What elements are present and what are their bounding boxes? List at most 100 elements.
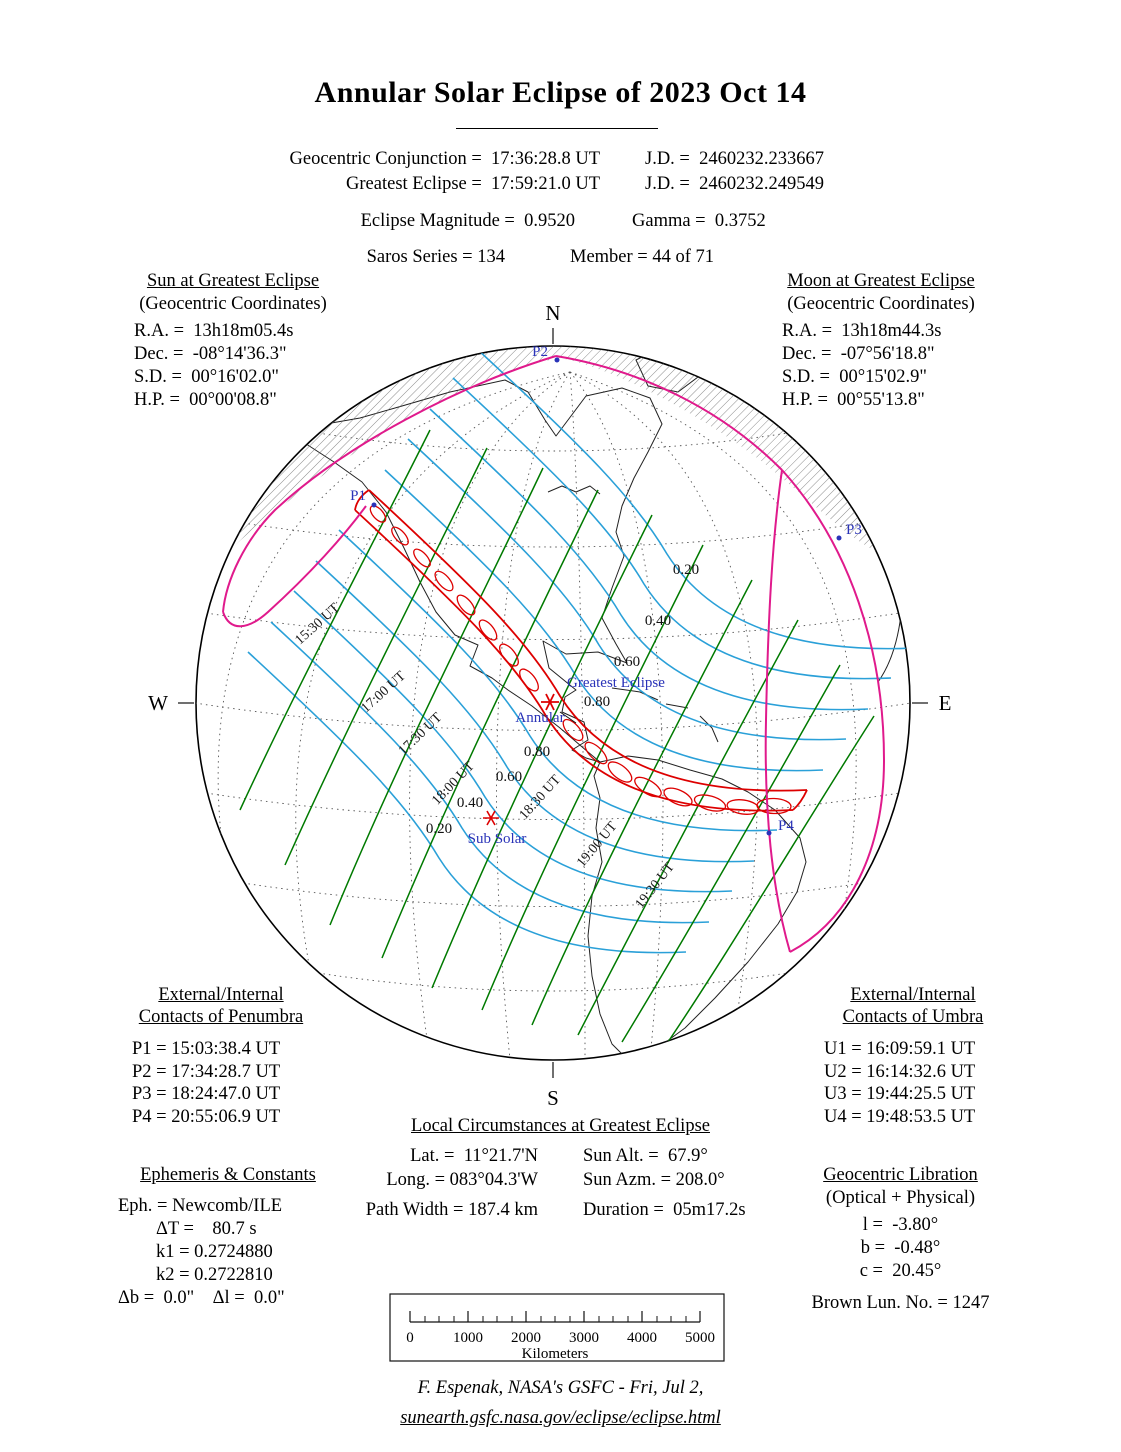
p4-label: P4 — [778, 818, 794, 834]
umbra-contacts-title1: External/Internal — [850, 985, 976, 1005]
scale-tick-5000: 5000 — [685, 1330, 715, 1346]
libration-c: c = 20.45° — [859, 1261, 942, 1281]
u4-contact: U4 = 19:48:53.5 UT — [824, 1106, 976, 1127]
brown-lunation-number: Brown Lun. No. = 1247 — [811, 1293, 990, 1313]
p2-contact: P2 = 17:34:28.7 UT — [132, 1061, 281, 1082]
eclipse-magnitude: Eclipse Magnitude = 0.9520 — [360, 211, 575, 231]
duration-value: Duration = 05m17.2s — [583, 1200, 746, 1220]
sun-hp: H.P. = 00°00'08.8" — [134, 390, 277, 410]
p3-contact: P3 = 18:24:47.0 UT — [132, 1084, 281, 1104]
p2-label: P2 — [532, 344, 548, 360]
moon-dec: Dec. = -07°56'18.8" — [782, 344, 935, 364]
sub-solar-label: Sub Solar — [468, 831, 527, 847]
mag-ne-040: 0.40 — [645, 613, 671, 629]
p3-dot — [836, 535, 842, 541]
p1-contact: P1 = 15:03:38.4 UT — [132, 1039, 281, 1059]
ephemeris-k1: k1 = 0.2724880 — [156, 1242, 273, 1262]
hispaniola — [665, 703, 689, 709]
cuba — [611, 687, 659, 701]
title-rule — [456, 128, 658, 129]
ut-time-lines — [239, 429, 875, 1043]
header-row-saros: Saros Series = 134 Member = 44 of 71 — [0, 247, 1121, 268]
p2-dot — [554, 357, 560, 363]
ephemeris-block: Ephemeris & Constants Eph. = Newcomb/ILE… — [118, 1164, 338, 1310]
penumbra-contacts-title1: External/Internal — [158, 985, 284, 1005]
great-lakes — [547, 485, 601, 495]
mag-ne-080: 0.80 — [584, 694, 610, 710]
mag-sw-080: 0.80 — [524, 744, 550, 760]
eclipse-website-url: sunearth.gsfc.nasa.gov/eclipse/eclipse.h… — [400, 1408, 721, 1428]
libration-subtitle: (Optical + Physical) — [825, 1188, 976, 1208]
moon-block-title: Moon at Greatest Eclipse — [787, 271, 975, 291]
antumbra-ovals — [369, 505, 792, 815]
compass-east-label: E — [939, 691, 952, 715]
scale-tick-3000: 3000 — [569, 1330, 599, 1346]
sub-solar-marker — [483, 810, 499, 826]
moon-block: Moon at Greatest Eclipse (Geocentric Coo… — [766, 270, 996, 412]
annular-label: Annular — [515, 710, 564, 726]
mag-ne-020: 0.20 — [673, 562, 699, 578]
p1-label: P1 — [350, 488, 366, 504]
longitude-value: Long. = 083°04.3'W — [386, 1170, 538, 1190]
libration-title: Geocentric Libration — [823, 1165, 978, 1185]
header-row-conjunction: Geocentric Conjunction = 17:36:28.8 UT J… — [0, 149, 1121, 170]
cardinal-ticks — [178, 328, 928, 1078]
scale-tick-1000: 1000 — [453, 1330, 483, 1346]
scale-tick-2000: 2000 — [511, 1330, 541, 1346]
mag-sw-040: 0.40 — [457, 795, 483, 811]
p4-dot — [766, 830, 772, 836]
header-row-greatest: Greatest Eclipse = 17:59:21.0 UT J.D. = … — [0, 174, 1121, 195]
mag-sw-060: 0.60 — [496, 769, 522, 785]
penumbra-contacts-block: External/Internal Contacts of Penumbra P… — [116, 984, 326, 1128]
hatched-limb-region — [228, 346, 878, 552]
south-america-coast — [587, 755, 807, 1060]
sun-azimuth-value: Sun Azm. = 208.0° — [583, 1170, 725, 1190]
sun-block: Sun at Greatest Eclipse (Geocentric Coor… — [118, 270, 348, 412]
u2-contact: U2 = 16:14:32.6 UT — [824, 1061, 976, 1082]
scale-tick-4000: 4000 — [627, 1330, 657, 1346]
greatest-eclipse-label: Greatest Eclipse — [567, 675, 665, 691]
credit-line: F. Espenak, NASA's GSFC - Fri, Jul 2, — [417, 1378, 704, 1398]
sun-dec: Dec. = -08°14'36.3" — [134, 344, 287, 364]
geocentric-conjunction: Geocentric Conjunction = 17:36:28.8 UT — [289, 149, 601, 169]
scale-unit-label: Kilometers — [522, 1346, 589, 1362]
jd-conjunction: J.D. = 2460232.233667 — [645, 149, 824, 169]
compass-north-label: N — [545, 301, 560, 325]
penumbra-contacts-title2: Contacts of Penumbra — [138, 1007, 304, 1027]
ephemeris-k2: k2 = 0.2722810 — [156, 1265, 273, 1285]
compass-west-label: W — [148, 691, 168, 715]
ephemeris-delta-t: ΔT = 80.7 s — [156, 1219, 257, 1239]
p1-dot — [371, 502, 377, 508]
umbra-contacts-title2: Contacts of Umbra — [842, 1007, 984, 1027]
u3-contact: U3 = 19:44:25.5 UT — [824, 1084, 976, 1104]
ephemeris-title: Ephemeris & Constants — [140, 1165, 316, 1185]
gamma: Gamma = 0.3752 — [632, 211, 766, 231]
scale-major-ticks — [409, 1311, 701, 1322]
local-circumstances-title-row: Local Circumstances at Greatest Eclipse — [0, 1116, 1121, 1137]
annular-leader-line — [559, 711, 577, 724]
jd-greatest: J.D. = 2460232.249549 — [645, 174, 824, 194]
antilles — [699, 715, 719, 743]
local-circumstances-title: Local Circumstances at Greatest Eclipse — [411, 1116, 710, 1136]
scale-minor-ticks — [424, 1316, 687, 1322]
saros-member: Member = 44 of 71 — [570, 247, 715, 267]
local-circumstances-row1: Lat. = 11°21.7'N Sun Alt. = 67.9° — [0, 1146, 1121, 1167]
scale-tick-0: 0 — [406, 1330, 414, 1346]
page-title: Annular Solar Eclipse of 2023 Oct 14 — [314, 76, 807, 109]
compass-south-label: S — [547, 1086, 559, 1110]
path-width-value: Path Width = 187.4 km — [365, 1200, 538, 1220]
u1-contact: U1 = 16:09:59.1 UT — [824, 1039, 976, 1059]
mag-sw-020: 0.20 — [426, 821, 452, 837]
north-america-coast — [299, 379, 663, 763]
moon-sd: S.D. = 00°15'02.9" — [782, 367, 927, 387]
ephemeris-delta-b-l: Δb = 0.0" Δl = 0.0" — [118, 1288, 285, 1308]
mag-ne-060: 0.60 — [614, 654, 640, 670]
contact-point-dots — [371, 357, 842, 836]
libration-block: Geocentric Libration (Optical + Physical… — [793, 1164, 1008, 1315]
sun-altitude-value: Sun Alt. = 67.9° — [583, 1146, 708, 1166]
moon-block-subtitle: (Geocentric Coordinates) — [787, 294, 975, 314]
moon-hp: H.P. = 00°55'13.8" — [782, 390, 925, 410]
latitude-value: Lat. = 11°21.7'N — [410, 1146, 538, 1166]
sun-ra: R.A. = 13h18m05.4s — [134, 321, 294, 341]
magnitude-isolines — [247, 347, 910, 954]
